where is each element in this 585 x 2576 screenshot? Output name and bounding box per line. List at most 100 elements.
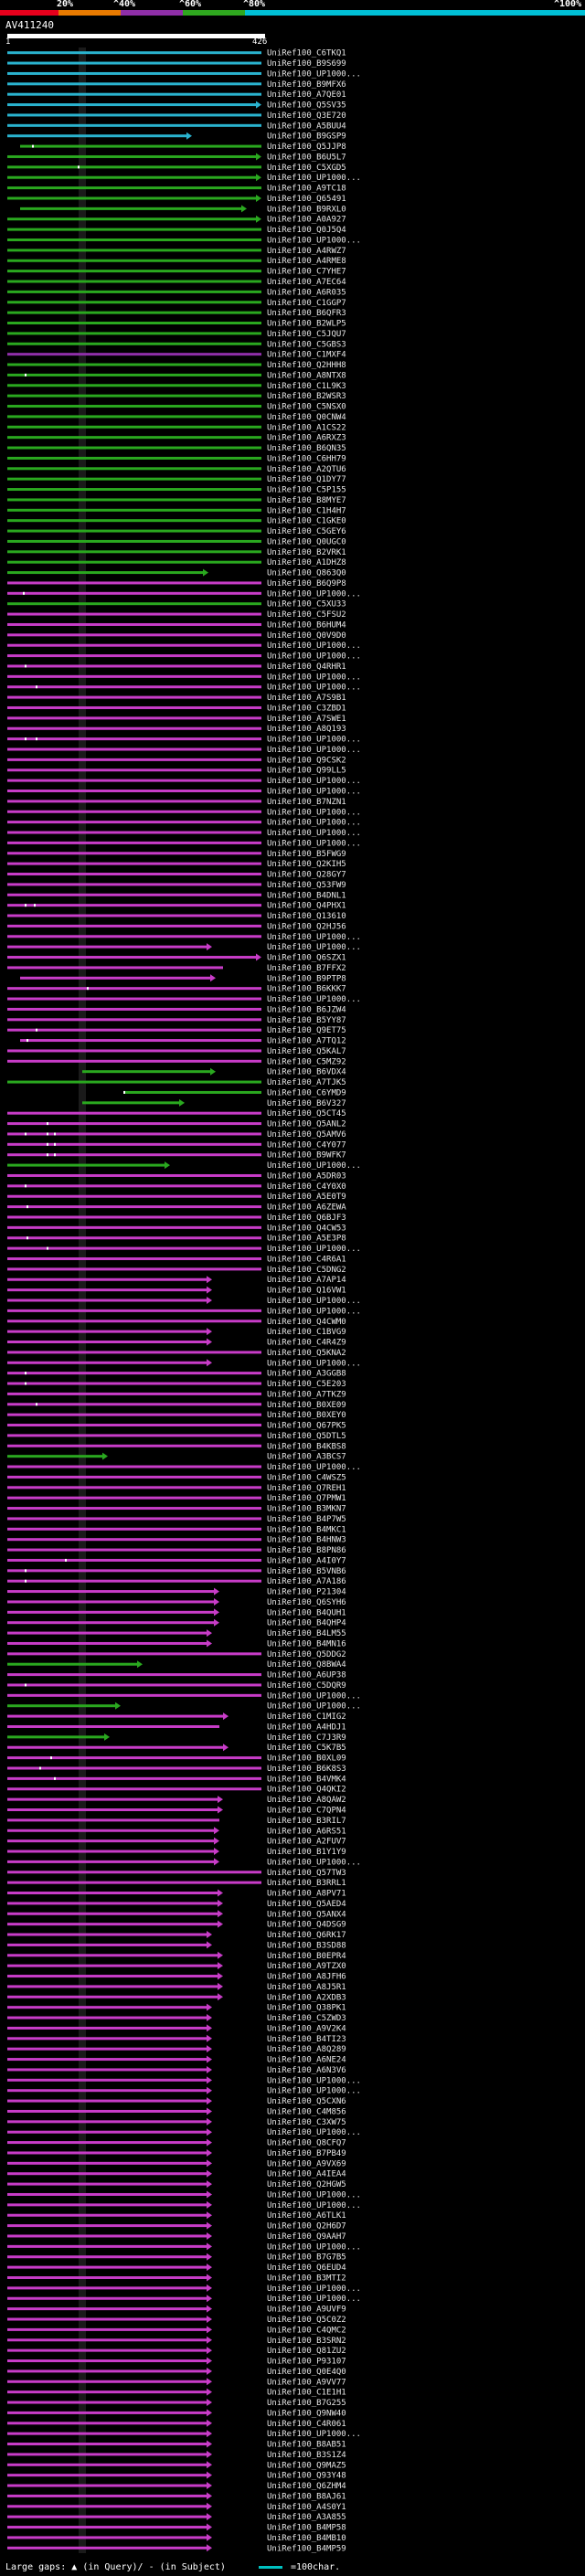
hit-alignment-bar[interactable]	[7, 1881, 261, 1884]
hit-alignment-bar[interactable]	[7, 1215, 261, 1219]
hit-label[interactable]: UniRef100_Q0J5Q4	[267, 226, 346, 235]
hit-label[interactable]: UniRef100_Q7REH1	[267, 1484, 346, 1493]
hit-alignment-bar[interactable]	[7, 1277, 207, 1281]
hit-alignment-bar[interactable]	[7, 612, 261, 616]
hit-row[interactable]: UniRef100_B9GSP9	[7, 132, 346, 142]
hit-label[interactable]: UniRef100_C5K7B5	[267, 1744, 346, 1753]
hit-label[interactable]: UniRef100_Q93Y48	[267, 2472, 346, 2481]
hit-label[interactable]: UniRef100_A8NTX8	[267, 371, 346, 380]
hit-alignment-bar[interactable]	[7, 51, 261, 55]
hit-row[interactable]: UniRef100_Q8CFQ7	[7, 2138, 346, 2148]
hit-alignment-bar[interactable]	[7, 415, 261, 419]
hit-alignment-bar[interactable]	[7, 2172, 207, 2176]
hit-alignment-bar[interactable]	[7, 2037, 207, 2041]
hit-label[interactable]: UniRef100_C7J3R9	[267, 1733, 346, 1743]
hit-alignment-bar[interactable]	[7, 893, 261, 896]
hit-alignment-bar[interactable]	[7, 1173, 261, 1177]
hit-alignment-bar[interactable]	[7, 862, 261, 865]
hit-row[interactable]: UniRef100_Q5CT45	[7, 1109, 346, 1118]
hit-label[interactable]: UniRef100_C4Y077	[267, 1140, 346, 1150]
hit-label[interactable]: UniRef100_UP1000...	[267, 995, 361, 1004]
hit-alignment-bar[interactable]	[7, 2505, 207, 2508]
hit-label[interactable]: UniRef100_A7TJK5	[267, 1078, 346, 1087]
hit-row[interactable]: UniRef100_Q4RHR1	[7, 663, 346, 672]
hit-label[interactable]: UniRef100_A3A855	[267, 2513, 346, 2522]
hit-row[interactable]: UniRef100_Q6BJF3	[7, 1214, 346, 1223]
hit-alignment-bar[interactable]	[7, 2182, 207, 2186]
hit-label[interactable]: UniRef100_C5E203	[267, 1380, 346, 1389]
hit-label[interactable]: UniRef100_B9WFK7	[267, 1151, 346, 1161]
hit-label[interactable]: UniRef100_C4M856	[267, 2107, 346, 2116]
hit-label[interactable]: UniRef100_UP1000...	[267, 1858, 361, 1867]
hit-label[interactable]: UniRef100_B6JZW4	[267, 1005, 346, 1014]
hit-row[interactable]: UniRef100_UP1000...	[7, 2076, 361, 2085]
hit-alignment-bar[interactable]	[7, 1860, 215, 1863]
hit-alignment-bar[interactable]	[7, 810, 261, 813]
hit-label[interactable]: UniRef100_A6UP38	[267, 1671, 346, 1680]
hit-row[interactable]: UniRef100_A2FUV7	[7, 1837, 346, 1847]
hit-label[interactable]: UniRef100_Q4CW53	[267, 1224, 346, 1233]
hit-row[interactable]: UniRef100_A9TC18	[7, 185, 346, 194]
hit-label[interactable]: UniRef100_B4DNL1	[267, 891, 346, 900]
hit-row[interactable]: UniRef100_A2QTU6	[7, 465, 346, 474]
hit-alignment-bar[interactable]	[7, 92, 261, 96]
hit-row[interactable]: UniRef100_P21304	[7, 1587, 346, 1597]
hit-alignment-bar[interactable]	[7, 2390, 207, 2394]
hit-alignment-bar[interactable]	[20, 1039, 261, 1043]
hit-row[interactable]: UniRef100_Q38PK1	[7, 2003, 346, 2013]
hit-row[interactable]: UniRef100_B0XEY0	[7, 1411, 346, 1420]
hit-alignment-bar[interactable]	[7, 2443, 207, 2446]
hit-label[interactable]: UniRef100_C1E1H1	[267, 2389, 346, 2398]
hit-row[interactable]: UniRef100_B5VNB6	[7, 1567, 346, 1576]
hit-alignment-bar[interactable]	[7, 1320, 261, 1323]
hit-label[interactable]: UniRef100_B6U5L7	[267, 153, 346, 162]
hit-alignment-bar[interactable]	[7, 1995, 218, 1998]
hit-label[interactable]: UniRef100_UP1000...	[267, 829, 361, 838]
hit-label[interactable]: UniRef100_A4S0Y1	[267, 2503, 346, 2512]
hit-row[interactable]: UniRef100_C1GKE0	[7, 517, 346, 526]
hit-row[interactable]: UniRef100_B3S1Z4	[7, 2450, 346, 2460]
hit-row[interactable]: UniRef100_UP1000...	[7, 2190, 361, 2200]
hit-row[interactable]: UniRef100_A6R035	[7, 288, 346, 297]
hit-alignment-bar[interactable]	[7, 1351, 261, 1354]
hit-row[interactable]: UniRef100_Q8BWA4	[7, 1660, 346, 1670]
hit-row[interactable]: UniRef100_UP1000...	[7, 2242, 361, 2252]
hit-label[interactable]: UniRef100_B3S1Z4	[267, 2451, 346, 2460]
hit-alignment-bar[interactable]	[7, 1246, 261, 1250]
hit-row[interactable]: UniRef100_A0A927	[7, 215, 346, 225]
hit-label[interactable]: UniRef100_A2FUV7	[267, 1838, 346, 1847]
hit-alignment-bar[interactable]	[7, 1923, 218, 1926]
hit-alignment-bar[interactable]	[7, 1850, 215, 1853]
hit-row[interactable]: UniRef100_C1E1H1	[7, 2388, 346, 2398]
hit-label[interactable]: UniRef100_C1GKE0	[267, 517, 346, 526]
hit-row[interactable]: UniRef100_B2WSR3	[7, 392, 346, 401]
hit-row[interactable]: UniRef100_UP1000...	[7, 1691, 361, 1701]
hit-row[interactable]: UniRef100_Q9NW40	[7, 2409, 346, 2418]
hit-row[interactable]: UniRef100_Q0V9D0	[7, 631, 346, 641]
hit-row[interactable]: UniRef100_C4Y0X0	[7, 1182, 346, 1192]
hit-alignment-bar[interactable]	[7, 1745, 224, 1749]
hit-row[interactable]: UniRef100_Q7PMW1	[7, 1494, 346, 1503]
hit-alignment-bar[interactable]	[7, 436, 261, 440]
hit-alignment-bar[interactable]	[7, 2369, 207, 2373]
hit-alignment-bar[interactable]	[7, 1662, 138, 1666]
hit-label[interactable]: UniRef100_A6RXZ3	[267, 434, 346, 443]
hit-alignment-bar[interactable]	[7, 1018, 261, 1022]
hit-alignment-bar[interactable]	[7, 2317, 207, 2321]
hit-alignment-bar[interactable]	[7, 228, 261, 231]
hit-alignment-bar[interactable]	[7, 301, 261, 304]
hit-label[interactable]: UniRef100_C5ZWD3	[267, 2014, 346, 2023]
hit-row[interactable]: UniRef100_B0XL09	[7, 1754, 346, 1764]
hit-row[interactable]: UniRef100_Q6RK17	[7, 1931, 346, 1940]
hit-label[interactable]: UniRef100_UP1000...	[267, 2284, 361, 2294]
hit-row[interactable]: UniRef100_B6V327	[82, 1098, 346, 1108]
hit-alignment-bar[interactable]	[7, 602, 261, 606]
hit-alignment-bar[interactable]	[7, 1621, 215, 1625]
hit-label[interactable]: UniRef100_A7AP14	[267, 1276, 346, 1285]
hit-alignment-bar[interactable]	[7, 695, 261, 699]
hit-label[interactable]: UniRef100_A6RS51	[267, 1827, 346, 1836]
hit-label[interactable]: UniRef100_B4MP58	[267, 2524, 346, 2533]
hit-label[interactable]: UniRef100_A4HDJ1	[267, 1723, 346, 1732]
hit-alignment-bar[interactable]	[7, 2359, 207, 2363]
hit-label[interactable]: UniRef100_Q5SV35	[267, 101, 346, 111]
